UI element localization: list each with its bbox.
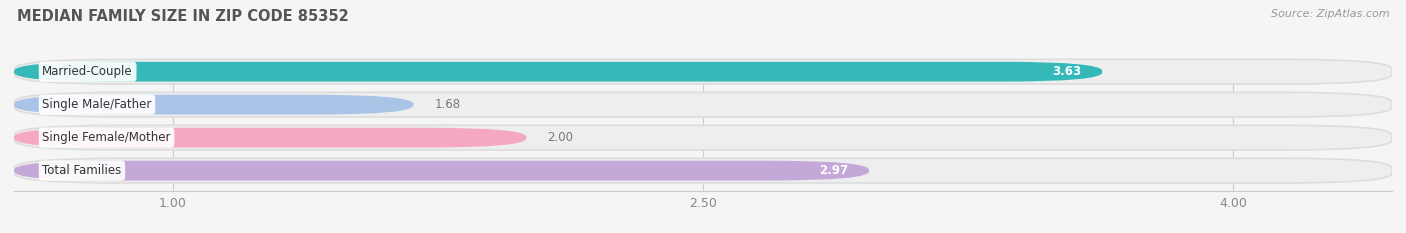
Text: 2.97: 2.97 [818, 164, 848, 177]
Text: MEDIAN FAMILY SIZE IN ZIP CODE 85352: MEDIAN FAMILY SIZE IN ZIP CODE 85352 [17, 9, 349, 24]
Text: 3.63: 3.63 [1052, 65, 1081, 78]
Text: 1.68: 1.68 [434, 98, 461, 111]
FancyBboxPatch shape [14, 95, 413, 115]
Text: Single Female/Mother: Single Female/Mother [42, 131, 170, 144]
FancyBboxPatch shape [14, 92, 1392, 117]
Text: Total Families: Total Families [42, 164, 121, 177]
FancyBboxPatch shape [14, 59, 1392, 84]
Text: Source: ZipAtlas.com: Source: ZipAtlas.com [1271, 9, 1389, 19]
FancyBboxPatch shape [14, 128, 526, 147]
FancyBboxPatch shape [14, 62, 1102, 82]
FancyBboxPatch shape [14, 161, 869, 181]
Text: 2.00: 2.00 [547, 131, 574, 144]
Text: Single Male/Father: Single Male/Father [42, 98, 152, 111]
FancyBboxPatch shape [14, 125, 1392, 150]
FancyBboxPatch shape [14, 158, 1392, 183]
Text: Married-Couple: Married-Couple [42, 65, 134, 78]
